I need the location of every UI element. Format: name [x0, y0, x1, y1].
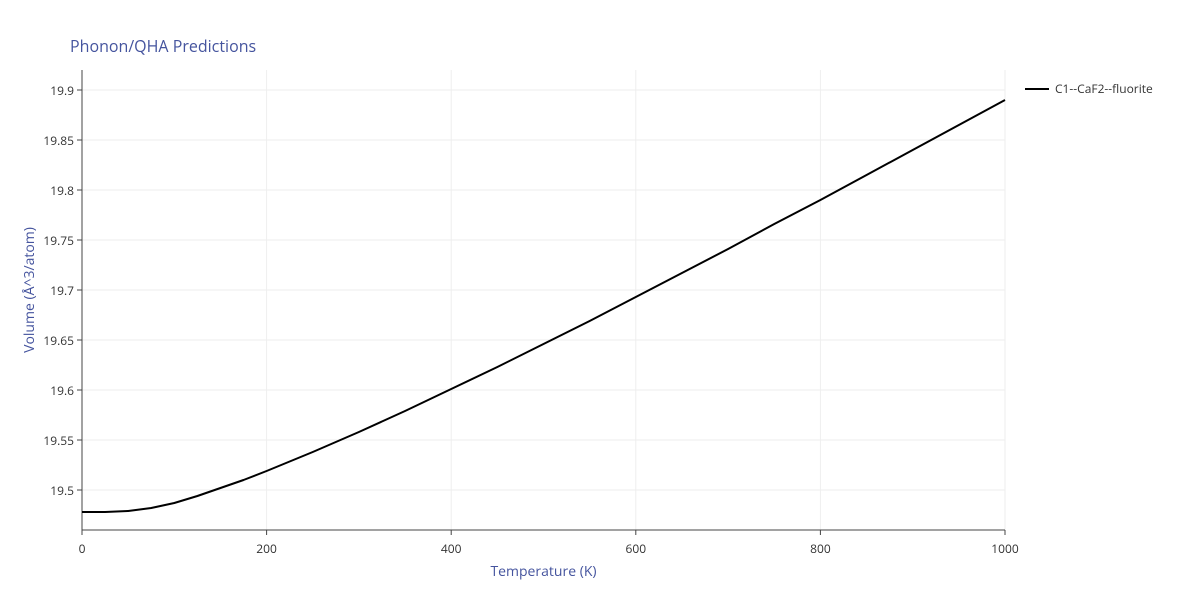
chart-container: Phonon/QHA Predictions Temperature (K) V… — [0, 0, 1200, 600]
y-tick-label: 19.85 — [43, 132, 74, 149]
chart-title: Phonon/QHA Predictions — [70, 35, 256, 57]
x-tick-label: 400 — [436, 540, 466, 557]
y-tick-label: 19.55 — [43, 432, 74, 449]
y-axis-label: Volume (Å^3/atom) — [20, 210, 39, 370]
y-tick-label: 19.6 — [50, 382, 74, 399]
x-tick-label: 200 — [252, 540, 282, 557]
legend-item[interactable]: C1--CaF2--fluorite — [1025, 80, 1153, 97]
legend: C1--CaF2--fluorite — [1025, 80, 1153, 97]
x-tick-label: 800 — [805, 540, 835, 557]
y-tick-label: 19.75 — [43, 232, 74, 249]
y-tick-label: 19.7 — [50, 282, 74, 299]
legend-label: C1--CaF2--fluorite — [1055, 80, 1153, 97]
series-line[interactable] — [82, 100, 1005, 512]
plot-area — [0, 0, 1200, 600]
x-tick-label: 1000 — [990, 540, 1020, 557]
legend-swatch — [1025, 88, 1049, 90]
y-tick-label: 19.8 — [50, 182, 74, 199]
x-tick-label: 0 — [67, 540, 97, 557]
y-tick-label: 19.5 — [50, 482, 74, 499]
y-tick-label: 19.9 — [50, 82, 74, 99]
x-tick-label: 600 — [621, 540, 651, 557]
y-tick-label: 19.65 — [43, 332, 74, 349]
x-axis-label: Temperature (K) — [484, 562, 604, 581]
